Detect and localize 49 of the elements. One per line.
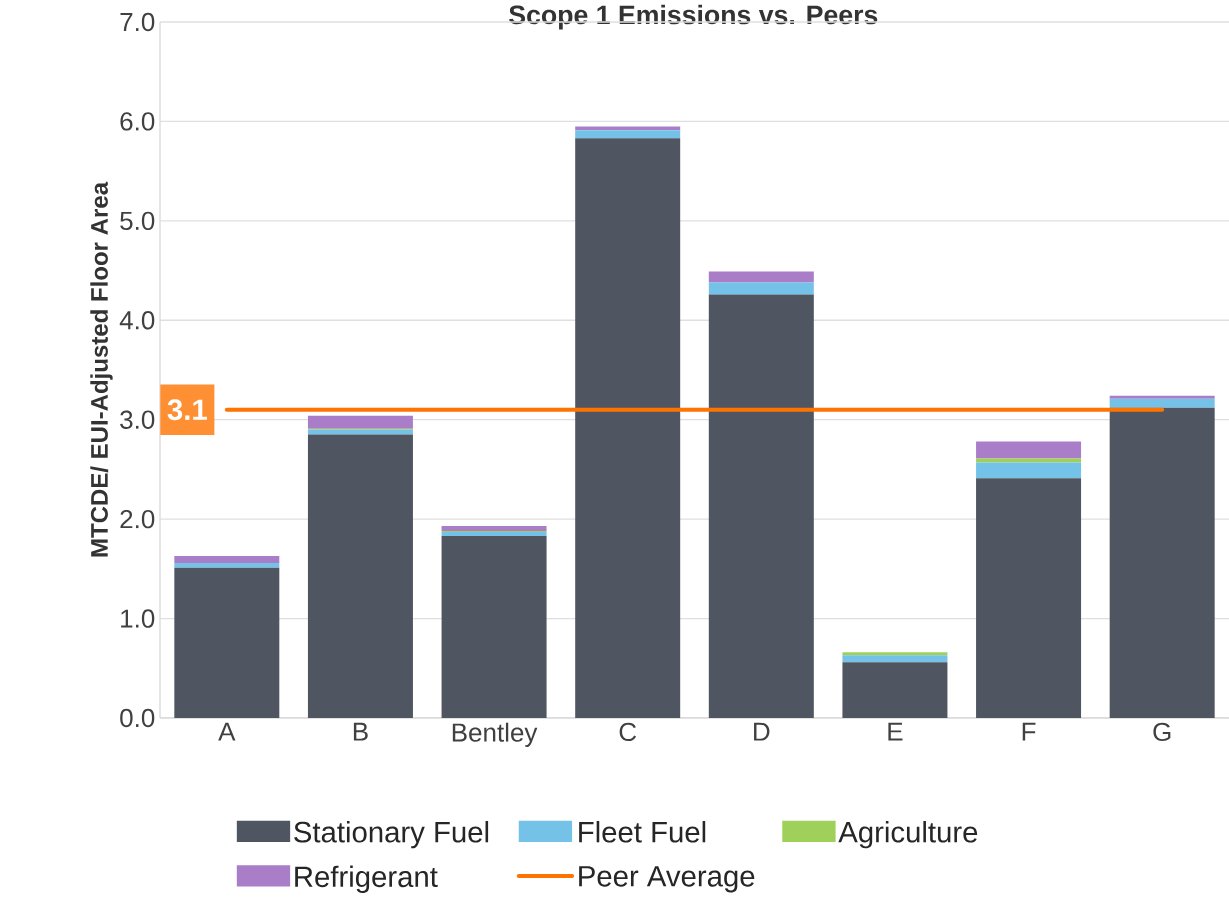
x-tick-label: D	[754, 722, 770, 741]
bar	[708, 294, 814, 718]
y-tick-label: 6.0	[120, 112, 155, 131]
bar	[842, 652, 948, 656]
bar	[1109, 407, 1215, 718]
bar	[307, 429, 413, 435]
x-tick-label: E	[888, 722, 903, 741]
legend-label: Refrigerant	[295, 865, 438, 893]
bar	[174, 555, 280, 563]
x-tick-label: A	[218, 722, 236, 741]
y-tick-label: 1.0	[121, 609, 155, 628]
x-tick-label: B	[353, 722, 368, 741]
y-tick-label: 3.0	[120, 410, 155, 429]
x-tick-label: G	[1153, 722, 1171, 742]
legend-label: Agriculture	[838, 821, 978, 849]
bar	[1109, 398, 1215, 408]
x-tick-label: Bentley	[452, 722, 538, 747]
bar	[976, 458, 1082, 463]
legend-label: Peer Average	[579, 866, 755, 893]
bar	[842, 655, 948, 663]
chart-title: Scope 1 Emissions vs. Peers	[509, 4, 878, 30]
bar	[708, 271, 814, 283]
y-tick-label: 4.0	[119, 311, 155, 330]
bar	[708, 282, 814, 295]
y-tick-label: 2.0	[120, 509, 155, 529]
bar	[441, 536, 547, 718]
bar	[441, 526, 547, 532]
bar	[575, 130, 681, 139]
bar	[842, 662, 948, 718]
y-axis-title: MTCDE/ EUI-Adjusted Floor Area	[90, 181, 113, 557]
bar	[441, 532, 547, 537]
bar	[174, 567, 280, 718]
bar	[174, 562, 280, 568]
y-tick-label: 5.0	[120, 211, 155, 231]
bar	[1109, 395, 1215, 399]
bar	[976, 441, 1082, 459]
y-tick-label: 0.0	[120, 708, 155, 728]
bar	[307, 434, 413, 718]
bar	[575, 126, 681, 131]
legend-label: Fleet Fuel	[579, 821, 706, 843]
bar	[976, 462, 1082, 479]
legend-label: Stationary Fuel	[294, 821, 489, 849]
annotation: 3.1	[167, 399, 207, 421]
x-tick-label: F	[1022, 722, 1036, 741]
bar	[976, 478, 1082, 718]
x-tick-label: C	[619, 722, 637, 742]
bar	[307, 415, 413, 429]
y-tick-label: 7.0	[120, 12, 155, 32]
bar	[575, 138, 681, 718]
